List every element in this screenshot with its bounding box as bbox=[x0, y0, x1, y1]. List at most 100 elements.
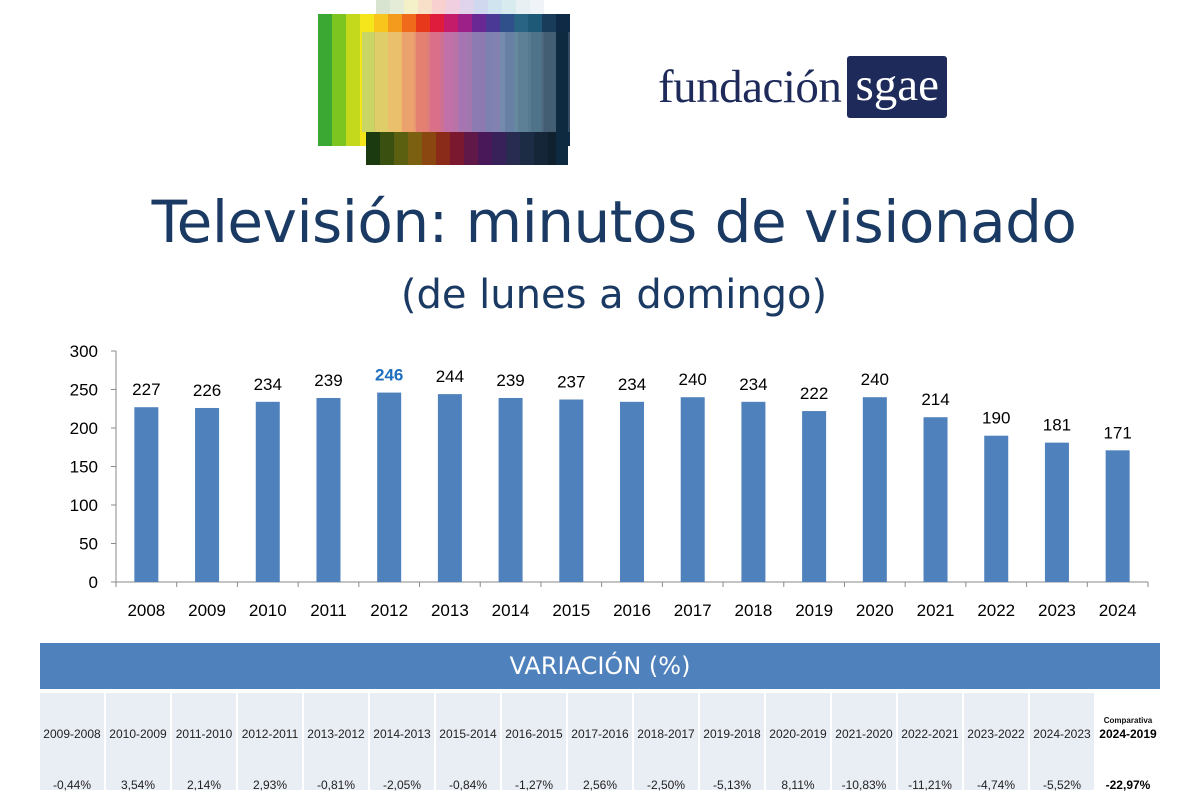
mosaic-tile bbox=[380, 132, 394, 165]
bar bbox=[195, 407, 220, 582]
variation-value: -0,44% bbox=[52, 778, 92, 792]
data-label: 234 bbox=[618, 375, 646, 394]
mosaic-tile bbox=[478, 132, 492, 165]
data-label: 214 bbox=[921, 390, 949, 409]
variation-value: 3,54% bbox=[120, 778, 156, 792]
y-tick-label: 50 bbox=[79, 535, 98, 554]
variation-period: 2017-2016 bbox=[571, 727, 629, 741]
variation-value: -5,13% bbox=[712, 778, 752, 792]
y-tick-label: 150 bbox=[70, 458, 98, 477]
logo-mosaic bbox=[318, 0, 570, 165]
bar-chart: 0 50 100 150 200 250 300 227 2008 226 2009 234 2010 2… bbox=[70, 342, 1149, 620]
variation-period: 2015-2014 bbox=[439, 727, 497, 741]
variation-period: 2011-2010 bbox=[175, 727, 233, 741]
x-tick-label: 2010 bbox=[249, 601, 287, 620]
mosaic-tile bbox=[464, 132, 478, 165]
mosaic-tile bbox=[332, 14, 346, 146]
y-tick-label: 0 bbox=[89, 573, 98, 592]
mosaic-tile bbox=[534, 132, 548, 165]
bar bbox=[984, 435, 1009, 582]
mosaic-tile bbox=[506, 132, 520, 165]
bar bbox=[862, 397, 887, 582]
y-tick-label: 200 bbox=[70, 419, 98, 438]
mosaic-tile bbox=[440, 32, 453, 132]
x-tick-label: 2024 bbox=[1099, 601, 1137, 620]
y-tick-label: 100 bbox=[70, 496, 98, 515]
x-tick-label: 2011 bbox=[310, 601, 347, 620]
variation-column: 2009-2008 -0,44% bbox=[40, 693, 104, 792]
variation-value: 8,11% bbox=[781, 778, 815, 792]
data-label: 234 bbox=[739, 375, 767, 394]
variation-period: 2024-2023 bbox=[1033, 727, 1091, 741]
mosaic-tile bbox=[375, 32, 388, 132]
variation-value: -2,50% bbox=[646, 778, 686, 792]
data-label: 171 bbox=[1103, 423, 1131, 442]
variation-period: 2022-2021 bbox=[901, 727, 959, 741]
comparison-value: -22,97% bbox=[1105, 778, 1151, 792]
variation-value: 2,93% bbox=[252, 778, 288, 792]
x-tick-label: 2023 bbox=[1038, 601, 1076, 620]
x-tick-label: 2018 bbox=[734, 601, 772, 620]
bar bbox=[620, 401, 644, 582]
variation-value: -0,81% bbox=[316, 778, 356, 792]
variation-value: 2,56% bbox=[582, 778, 618, 792]
x-tick-label: 2016 bbox=[613, 601, 651, 620]
x-tick-label: 2020 bbox=[856, 601, 894, 620]
mosaic-tile bbox=[520, 132, 534, 165]
variation-period: 2019-2018 bbox=[703, 727, 761, 741]
x-tick-label: 2012 bbox=[370, 601, 408, 620]
mosaic-tile bbox=[408, 132, 422, 165]
data-label: 240 bbox=[861, 370, 889, 389]
bar bbox=[680, 397, 705, 582]
chart-title: Televisión: minutos de visionado bbox=[151, 188, 1077, 256]
x-tick-label: 2017 bbox=[674, 601, 712, 620]
mosaic-tile bbox=[556, 32, 568, 165]
chart-subtitle: (de lunes a domingo) bbox=[400, 272, 828, 318]
variation-value: -5,52% bbox=[1042, 778, 1082, 792]
variation-column: 2011-2010 2,14% bbox=[172, 693, 236, 792]
bar bbox=[923, 417, 948, 582]
x-tick-label: 2008 bbox=[127, 601, 165, 620]
variation-period: 2009-2008 bbox=[43, 727, 101, 741]
bar bbox=[437, 394, 462, 582]
variation-period: 2016-2015 bbox=[505, 727, 563, 741]
y-tick-label: 250 bbox=[70, 381, 98, 400]
x-tick-label: 2019 bbox=[795, 601, 833, 620]
variation-column: 2017-2016 2,56% bbox=[568, 693, 632, 792]
variation-value: -10,83% bbox=[841, 778, 887, 792]
data-label: 239 bbox=[314, 371, 342, 390]
variation-column: 2024-2023 -5,52% bbox=[1030, 693, 1094, 792]
variation-value: -2,05% bbox=[382, 778, 422, 792]
data-label: 244 bbox=[436, 367, 464, 386]
mosaic-tile bbox=[427, 32, 440, 132]
mosaic-tile bbox=[466, 32, 479, 132]
variation-column: 2023-2022 -4,74% bbox=[964, 693, 1028, 792]
variation-period: 2012-2011 bbox=[241, 727, 299, 741]
mosaic-tile bbox=[388, 32, 401, 132]
data-label: 222 bbox=[800, 384, 828, 403]
mosaic-tile bbox=[366, 132, 380, 165]
data-label: 234 bbox=[254, 375, 282, 394]
variation-column: 2012-2011 2,93% bbox=[238, 693, 302, 792]
mosaic-tile bbox=[531, 32, 544, 132]
variation-period: 2013-2012 bbox=[307, 727, 365, 741]
x-tick-label: 2013 bbox=[431, 601, 469, 620]
bar bbox=[316, 397, 341, 582]
brand-box: sgae bbox=[847, 56, 947, 118]
data-label: 190 bbox=[982, 409, 1010, 428]
variation-period: 2014-2013 bbox=[373, 727, 431, 741]
variation-column: 2015-2014 -0,84% bbox=[436, 693, 500, 792]
comparison-period: 2024-2019 bbox=[1099, 727, 1157, 741]
data-label: 226 bbox=[193, 381, 221, 400]
bar bbox=[559, 399, 584, 582]
variation-column: 2020-2019 8,11% bbox=[766, 693, 830, 792]
variation-value: -1,27% bbox=[514, 778, 554, 792]
data-label: 227 bbox=[132, 380, 160, 399]
mosaic-tile bbox=[394, 132, 408, 165]
variation-value: -11,21% bbox=[908, 778, 952, 792]
brand-word: fundación bbox=[658, 61, 842, 113]
x-tick-label: 2021 bbox=[917, 601, 955, 620]
mosaic-tile bbox=[318, 14, 332, 146]
x-tick-label: 2015 bbox=[552, 601, 590, 620]
variation-value: -4,74% bbox=[976, 778, 1016, 792]
